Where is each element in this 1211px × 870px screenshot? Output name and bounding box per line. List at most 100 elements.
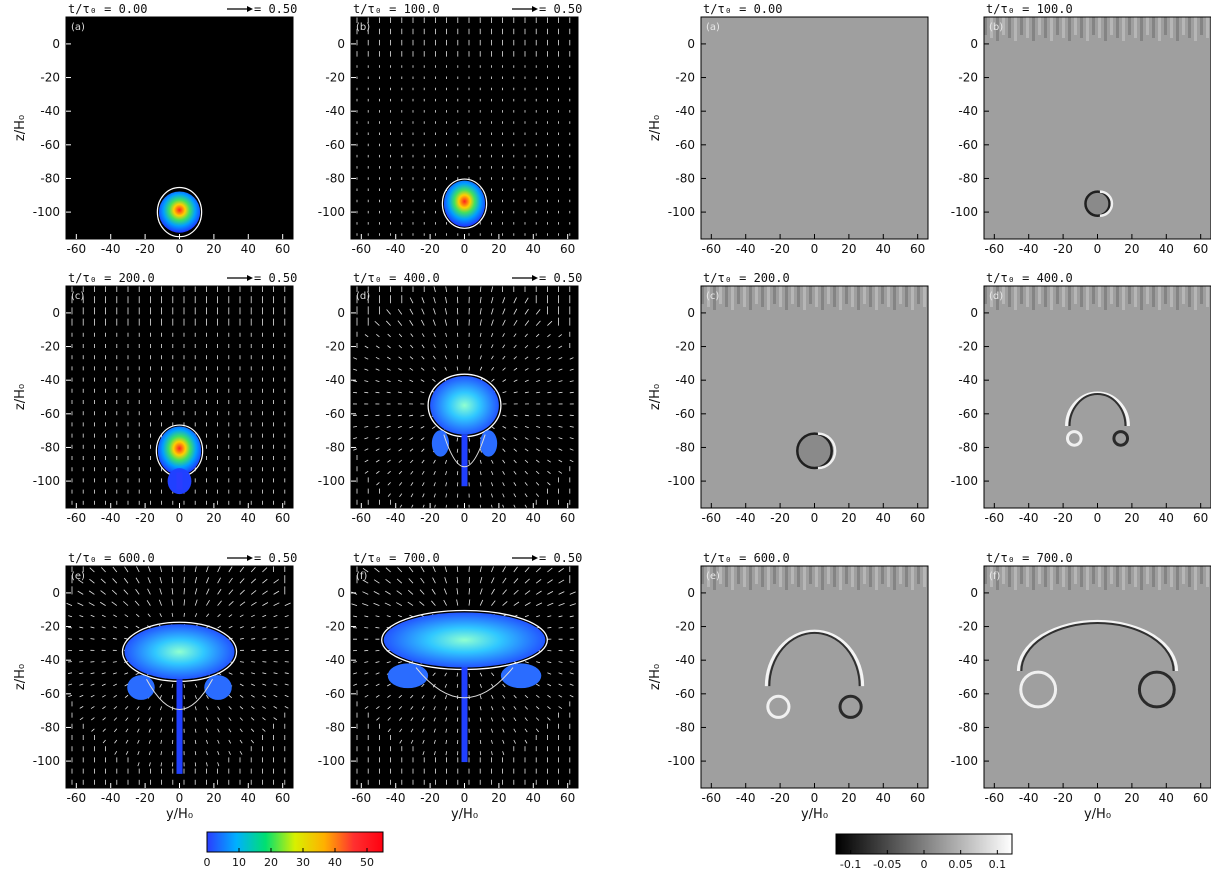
y-tick-label: -40: [40, 104, 60, 118]
x-tick-label: 20: [841, 242, 856, 256]
reference-arrow-label: = 0.50: [539, 271, 582, 285]
panel-time-label: t/τ₀ = 0.00: [68, 2, 147, 16]
panel-right-b: -60 -40 -20 0 20 40 60 0 -20 -40 -60 -80 -100 t/τ₀ = …: [951, 2, 1211, 256]
x-tick-label: -60: [352, 791, 372, 805]
y-tick-label: -80: [40, 440, 60, 454]
panel-letter: (d): [989, 291, 1003, 302]
y-tick-label: -100: [318, 205, 345, 219]
x-tick-label: -60: [352, 511, 372, 525]
y-tick-label: -100: [951, 754, 978, 768]
colorbar-left: 0 10 20 30 40 50: [204, 831, 384, 869]
panel-background: [984, 286, 1211, 508]
y-tick-label: -60: [325, 138, 345, 152]
x-tick-label: -60: [985, 511, 1005, 525]
panel-background: [701, 17, 928, 239]
y-tick-label: 0: [52, 586, 60, 600]
x-tick-label: 60: [910, 791, 925, 805]
y-tick-label: -60: [325, 407, 345, 421]
y-axis-label: z/H₀: [648, 664, 663, 690]
y-tick-label: -20: [958, 71, 978, 85]
x-tick-label: 0: [1094, 242, 1102, 256]
x-tick-label: 20: [206, 511, 221, 525]
x-tick-label: -60: [985, 242, 1005, 256]
reference-arrow-label: = 0.50: [254, 271, 297, 285]
panel-time-label: t/τ₀ = 700.0: [986, 551, 1073, 565]
flux-tube: [1065, 392, 1130, 447]
x-tick-label: 40: [241, 791, 256, 805]
y-tick-label: -60: [40, 687, 60, 701]
x-tick-label: 40: [1159, 791, 1174, 805]
panels-layer: -60 -40 -20 0 20 40 60 0 -20 -40 -60 -80 -100 t/τ₀ = …: [13, 2, 1211, 822]
x-tick-label: 60: [560, 791, 575, 805]
x-axis-label: y/H₀: [166, 807, 193, 822]
axis-ticks: -60 -40 -20 0 20 40 60 0 -20 -40 -60 -80 -100: [33, 37, 291, 256]
y-tick-label: -20: [325, 620, 345, 634]
y-axis-label: z/H₀: [13, 115, 28, 141]
flux-tube: [155, 424, 204, 495]
surface-waves: [701, 286, 926, 310]
x-tick-label: 0: [811, 511, 819, 525]
panel-letter: (c): [71, 291, 84, 302]
x-tick-label: -20: [770, 791, 790, 805]
y-tick-label: 0: [970, 37, 978, 51]
y-tick-label: -40: [40, 653, 60, 667]
reference-arrow: = 0.50: [512, 271, 582, 285]
x-tick-label: 20: [841, 791, 856, 805]
x-axis-label: y/H₀: [801, 807, 828, 822]
reference-arrow-label: = 0.50: [539, 551, 582, 565]
x-tick-label: -20: [1053, 242, 1073, 256]
y-tick-label: -80: [675, 720, 695, 734]
axis-ticks: -60 -40 -20 0 20 40 60 0 -20 -40 -60 -80 -100: [318, 37, 576, 256]
colorbar-tick-label: 40: [328, 856, 342, 869]
panel-time-label: t/τ₀ = 200.0: [703, 271, 790, 285]
y-tick-label: 0: [337, 586, 345, 600]
surface-waves: [984, 17, 1209, 41]
flux-tube: [121, 621, 238, 774]
y-tick-label: -20: [325, 340, 345, 354]
flux-tube: [381, 609, 548, 763]
x-tick-label: 40: [1159, 242, 1174, 256]
reference-arrow: = 0.50: [227, 271, 297, 285]
y-tick-label: -80: [958, 440, 978, 454]
x-tick-label: -40: [1019, 511, 1039, 525]
y-tick-label: 0: [687, 586, 695, 600]
axis-ticks: -60 -40 -20 0 20 40 60 0 -20 -40 -60 -80 -100: [318, 306, 576, 525]
y-tick-label: -60: [958, 138, 978, 152]
axis-ticks: -60 -40 -20 0 20 40 60 0 -20 -40 -60 -80 -100: [951, 37, 1209, 256]
panel-left-d: -60 -40 -20 0 20 40 60 0 -20 -40 -60 -80 -100 t/τ₀ = …: [318, 271, 583, 525]
colorbar-tick-label: 0.05: [948, 858, 973, 870]
y-tick-label: -40: [958, 373, 978, 387]
x-tick-label: 60: [275, 242, 290, 256]
flux-tube: [156, 186, 203, 238]
colorbar-tick-label: 0: [204, 856, 211, 869]
x-tick-label: 40: [241, 511, 256, 525]
velocity-arrows: [351, 566, 576, 785]
reference-arrow: = 0.50: [227, 2, 297, 16]
x-tick-label: 0: [811, 242, 819, 256]
y-tick-label: -40: [958, 104, 978, 118]
x-tick-label: -40: [386, 511, 406, 525]
x-tick-label: 60: [910, 242, 925, 256]
x-tick-label: -60: [702, 791, 722, 805]
panel-background: [984, 566, 1211, 788]
x-tick-label: -60: [702, 511, 722, 525]
x-tick-label: -60: [985, 791, 1005, 805]
flux-tube: [764, 629, 865, 719]
flux-tube: [441, 178, 488, 229]
y-tick-label: -60: [675, 687, 695, 701]
panel-letter: (c): [706, 291, 719, 302]
y-axis-label: z/H₀: [13, 664, 28, 690]
panel-time-label: t/τ₀ = 700.0: [353, 551, 440, 565]
x-tick-label: 20: [206, 242, 221, 256]
y-tick-label: -60: [958, 407, 978, 421]
x-tick-label: 40: [876, 242, 891, 256]
y-tick-label: 0: [337, 37, 345, 51]
colorbar-tick-label: 0.1: [989, 858, 1007, 870]
x-tick-label: 20: [491, 242, 506, 256]
x-tick-label: -40: [736, 511, 756, 525]
x-tick-label: 60: [910, 511, 925, 525]
flux-tube: [427, 373, 502, 487]
y-tick-label: -100: [668, 205, 695, 219]
colorbar-right: -0.1 -0.05 0 0.05 0.1: [835, 833, 1013, 870]
y-tick-label: 0: [52, 37, 60, 51]
